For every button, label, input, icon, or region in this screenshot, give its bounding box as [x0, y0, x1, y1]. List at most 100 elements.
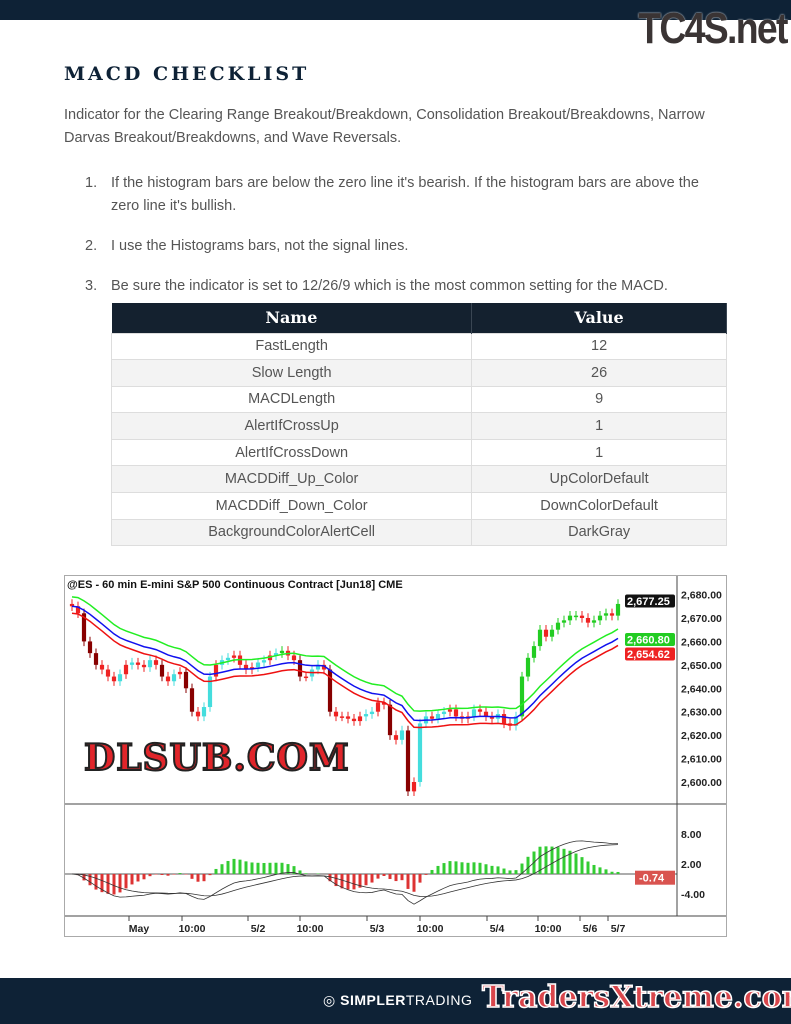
candle-body: [255, 662, 261, 668]
candle-body: [345, 716, 351, 719]
macd-label-bg: [635, 870, 675, 885]
candle-body: [537, 629, 543, 647]
candle-body: [339, 716, 345, 718]
candle-body: [483, 711, 489, 717]
price-tick: 2,660.00: [681, 636, 722, 648]
candle-body: [123, 664, 129, 675]
candle-body: [87, 641, 93, 654]
candle-body: [561, 620, 567, 623]
candle-body: [99, 664, 105, 670]
simplertrading-logo: ◎ SIMPLERTRADING: [323, 992, 473, 1008]
candle-body: [291, 655, 297, 661]
watermark-logo: DLSUB.COM: [83, 736, 350, 780]
price-label: 2,654.62: [627, 649, 670, 661]
name-cell: Slow Length: [110, 359, 473, 387]
candle-body: [381, 702, 387, 705]
name-cell: FastLength: [110, 332, 473, 361]
chart-svg: @ES - 60 min E-mini S&P 500 Continuous C…: [65, 576, 726, 935]
price-tick: 2,610.00: [681, 754, 722, 766]
price-tick: 2,650.00: [681, 660, 722, 672]
name-cell: BackgroundColorAlertCell: [110, 518, 473, 547]
value-cell: UpColorDefault: [471, 465, 727, 494]
candle-body: [75, 606, 81, 614]
candle-body: [159, 664, 165, 677]
candle-body: [111, 676, 117, 682]
candle-body: [141, 664, 147, 668]
table-row: FastLength 12: [110, 332, 727, 361]
candle-body: [195, 711, 201, 717]
watermark-logo: TradersXtreme.com: [481, 979, 791, 1016]
candle-body: [477, 709, 483, 712]
price-label-bg: [625, 647, 675, 661]
candle-body: [105, 669, 111, 677]
header-value: Value: [471, 303, 727, 333]
candle-body: [351, 718, 357, 722]
price-label: 2,677.25: [627, 596, 670, 608]
table-row: AlertIfCrossDown 1: [110, 438, 727, 467]
candle-body: [501, 714, 507, 724]
candle-body: [579, 615, 585, 618]
date-label: 5/6: [583, 923, 598, 935]
candle-body: [543, 629, 549, 637]
candle-body: [117, 674, 123, 682]
item-text: If the histogram bars are below the zero…: [111, 175, 699, 214]
candle-body: [165, 676, 171, 682]
candle-body: [603, 613, 609, 616]
candle-body: [471, 709, 477, 717]
macd-tick: 8.00: [681, 829, 702, 841]
header-name: Name: [111, 303, 473, 333]
candle-body: [171, 674, 177, 682]
name-cell: MACDDiff_Up_Color: [110, 465, 473, 494]
value-cell: 1: [471, 412, 727, 440]
candle-body: [567, 615, 573, 621]
price-tick: 2,640.00: [681, 683, 722, 695]
candle-body: [225, 657, 231, 661]
name-cell: MACDDiff_Down_Color: [110, 492, 473, 520]
date-label: 10:00: [179, 923, 206, 935]
price-chart: @ES - 60 min E-mini S&P 500 Continuous C…: [64, 575, 727, 937]
candle-body: [519, 676, 525, 717]
candle-body: [129, 662, 135, 665]
candle-body: [357, 716, 363, 722]
candle-body: [213, 664, 219, 677]
candle-body: [315, 664, 321, 670]
candle-body: [525, 657, 531, 677]
chart-circle-icon: ◎: [323, 992, 336, 1008]
candle-body: [429, 716, 435, 719]
footer-bar: [0, 978, 791, 1024]
candle-body: [591, 620, 597, 623]
price-tick: 2,630.00: [681, 707, 722, 719]
middle-band: [71, 605, 619, 722]
name-cell: MACDLength: [110, 385, 473, 414]
item-number: 1.: [85, 175, 98, 191]
candle-body: [375, 702, 381, 712]
candle-body: [201, 707, 207, 717]
date-label: 10:00: [297, 923, 324, 935]
date-label: 5/4: [490, 923, 505, 935]
list-item: 2. I use the Histograms bars, not the sig…: [85, 235, 725, 258]
value-cell: 1: [471, 438, 727, 467]
candle-body: [513, 716, 519, 726]
candle-body: [303, 676, 309, 679]
page-title: MACD CHECKLIST: [64, 63, 310, 85]
item-text: I use the Histograms bars, not the signa…: [111, 238, 409, 254]
candle-body: [585, 617, 591, 623]
candle-body: [489, 716, 495, 719]
candle-body: [273, 653, 279, 656]
candle-body: [609, 613, 615, 616]
candle-body: [435, 714, 441, 719]
candle-body: [183, 671, 189, 689]
price-tick: 2,680.00: [681, 590, 722, 602]
item-text: Be sure the indicator is set to 12/26/9 …: [111, 278, 668, 294]
checklist: 1. If the histogram bars are below the ze…: [85, 172, 725, 315]
upper-band: [71, 596, 619, 712]
value-cell: DarkGray: [471, 518, 727, 547]
macd-line: [71, 840, 619, 905]
price-tick: 2,600.00: [681, 777, 722, 789]
price-label: 2,660.80: [627, 635, 670, 647]
intro-paragraph: Indicator for the Clearing Range Breakou…: [64, 107, 705, 146]
table-row: MACDDiff_Up_Color UpColorDefault: [110, 465, 727, 494]
macd-tick: -4.00: [681, 889, 705, 901]
watermark-logo: TC4S.net: [638, 4, 789, 53]
candle-body: [393, 735, 399, 740]
